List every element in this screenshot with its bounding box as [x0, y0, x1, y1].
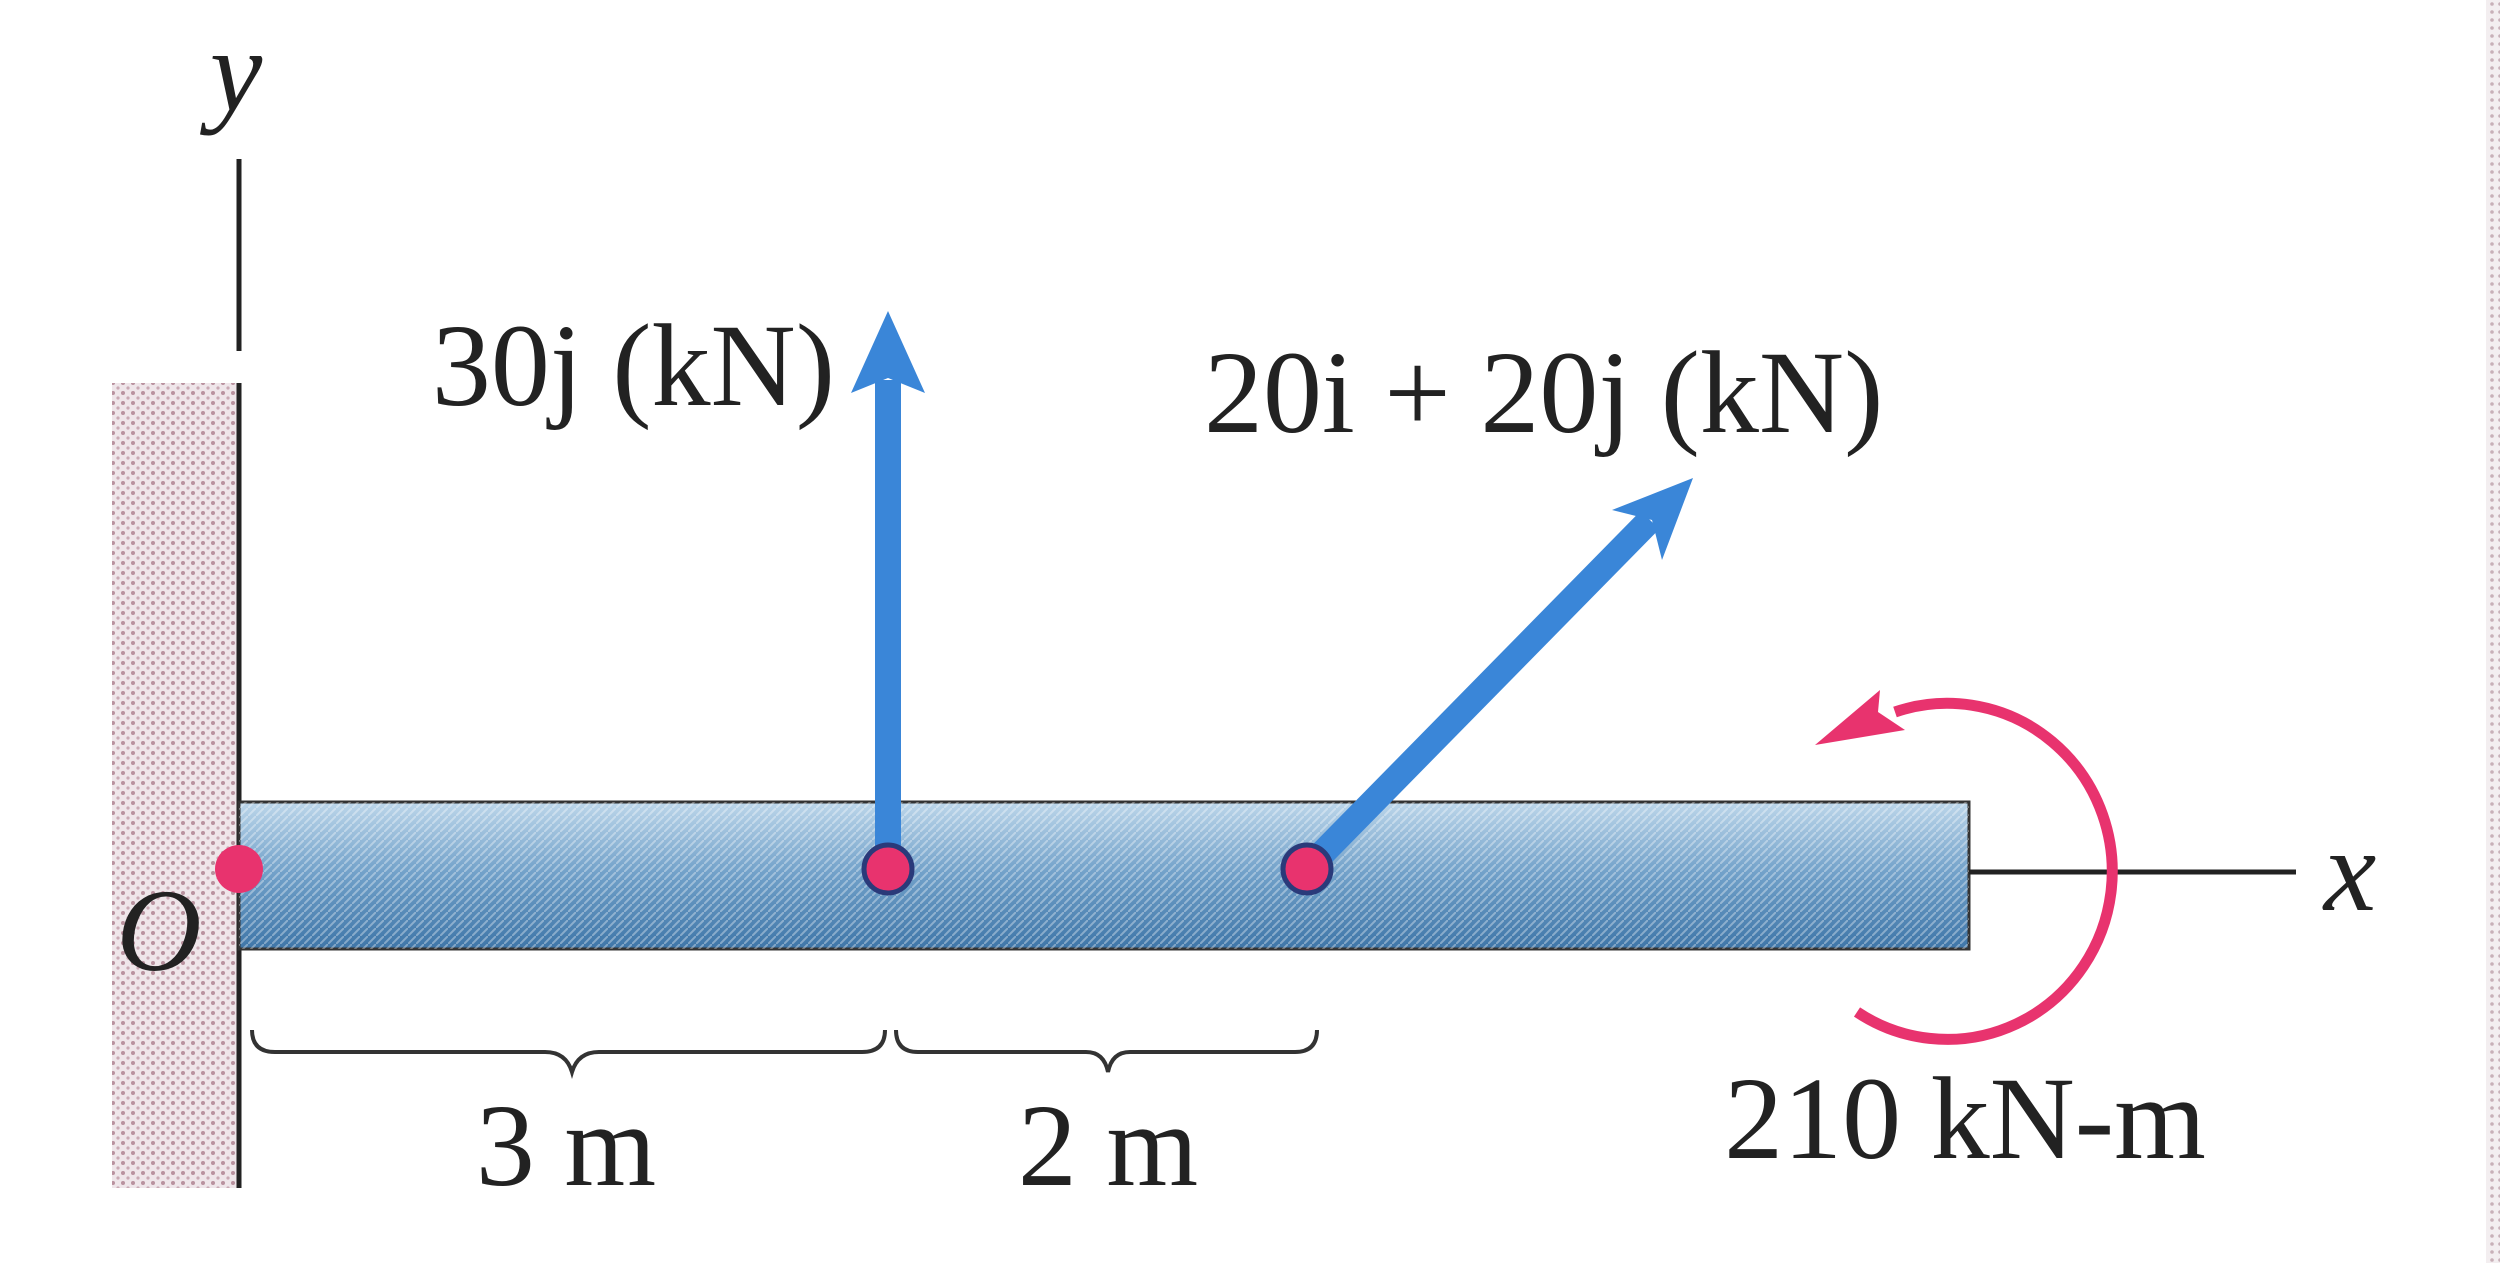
wall	[112, 383, 239, 1188]
force-label: 20i + 20j (kN)	[1204, 327, 1883, 458]
dimension-label: 3 m	[476, 1080, 656, 1211]
beam-texture	[239, 802, 1969, 949]
origin-label: O	[116, 865, 201, 996]
force-label: 30j (kN)	[432, 300, 835, 431]
x-axis-label: x	[2322, 805, 2376, 936]
moment-arrowhead	[1815, 690, 1905, 745]
force-arrowhead	[1612, 478, 1693, 560]
force-arrow	[1297, 510, 1660, 879]
dimension-brace	[250, 1029, 887, 1079]
dimension-label: 2 m	[1018, 1080, 1198, 1211]
load-point	[1280, 842, 1334, 896]
moment-arc	[1853, 697, 2118, 1045]
dimension-brace	[894, 1029, 1319, 1073]
y-axis-label: y	[200, 5, 263, 136]
origin-point	[215, 845, 263, 893]
edge-strip	[2486, 0, 2500, 1263]
load-point	[861, 842, 915, 896]
moment-label: 210 kN-m	[1724, 1053, 2206, 1184]
force-arrowhead	[851, 311, 925, 393]
